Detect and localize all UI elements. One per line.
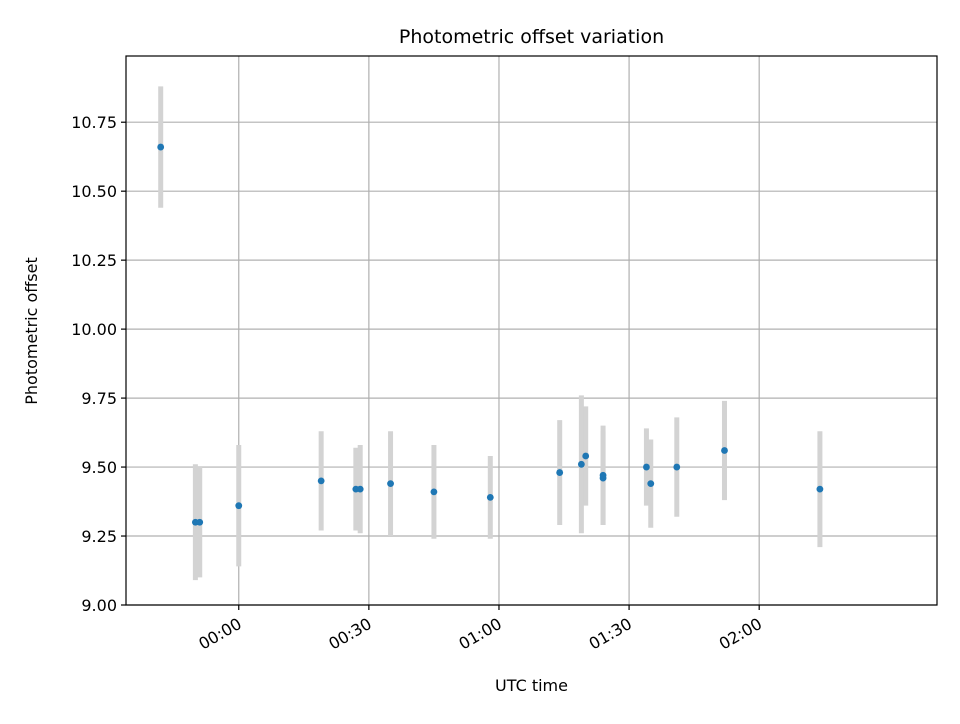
data-point <box>647 480 655 488</box>
data-point <box>486 494 494 501</box>
y-axis-label: Photometric offset <box>22 257 41 405</box>
y-tick-label: 9.25 <box>81 527 117 546</box>
data-point <box>673 463 681 471</box>
data-point <box>317 477 325 485</box>
data-point <box>643 463 650 471</box>
y-tick-label: 10.00 <box>71 320 117 339</box>
y-tick-label: 10.50 <box>71 182 117 201</box>
data-points <box>157 143 824 526</box>
data-point <box>816 485 824 493</box>
grid-lines <box>126 56 937 606</box>
data-point <box>582 452 590 460</box>
y-tick-label: 9.50 <box>81 458 117 477</box>
y-tick-label: 9.75 <box>81 389 117 408</box>
y-tick-label: 10.75 <box>71 113 117 132</box>
data-point <box>599 471 607 479</box>
data-point <box>235 502 243 510</box>
chart-title: Photometric offset variation <box>399 26 664 48</box>
x-axis-label: UTC time <box>495 676 568 695</box>
data-point <box>577 460 585 468</box>
data-point <box>356 485 364 493</box>
y-tick-label: 9.00 <box>81 596 117 615</box>
data-point <box>157 143 165 151</box>
data-point <box>430 488 438 496</box>
data-point <box>556 469 564 476</box>
plot-area-frame <box>125 55 938 606</box>
y-tick-label: 10.25 <box>71 251 117 270</box>
data-point <box>196 518 204 526</box>
data-point <box>721 447 728 454</box>
data-point <box>387 480 394 488</box>
